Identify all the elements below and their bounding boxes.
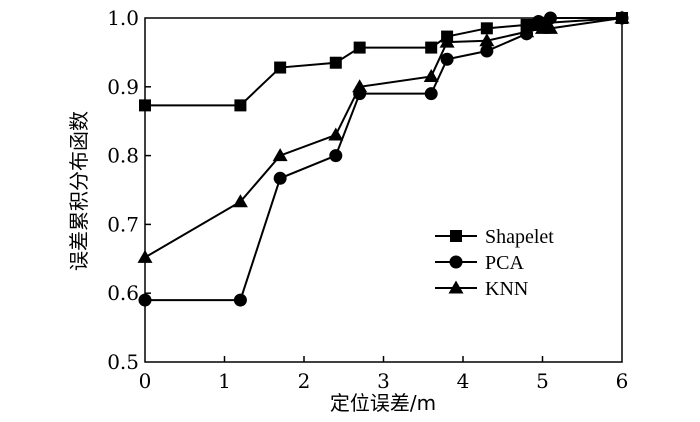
data-point-knn xyxy=(232,194,248,208)
series-line-pca xyxy=(145,17,622,302)
y-tick-label: 0.9 xyxy=(107,75,139,99)
legend-marker-knn xyxy=(448,280,464,294)
data-point-pca xyxy=(233,293,247,307)
plot-frame xyxy=(144,17,623,363)
legend: Shapelet PCA KNN xyxy=(435,226,554,300)
data-point-pca xyxy=(543,11,557,25)
data-point-pca xyxy=(480,44,494,58)
data-point-shapelet xyxy=(274,61,287,74)
data-point-pca xyxy=(329,149,343,163)
data-point-shapelet xyxy=(353,41,366,54)
data-point-pca xyxy=(273,171,287,185)
y-tick-label: 0.8 xyxy=(107,144,139,168)
series-pca xyxy=(138,11,629,307)
x-tick-label: 1 xyxy=(218,369,231,393)
x-tick-label: 2 xyxy=(298,369,311,393)
data-point-shapelet xyxy=(329,56,342,69)
legend-marker-pca xyxy=(449,255,463,269)
series-layer xyxy=(137,10,630,307)
legend-label-shapelet: Shapelet xyxy=(485,226,554,248)
legend-label-knn: KNN xyxy=(485,278,528,300)
data-point-pca xyxy=(424,87,438,101)
data-point-shapelet xyxy=(425,41,438,54)
data-point-pca xyxy=(440,52,454,66)
y-tick-label: 0.6 xyxy=(107,281,139,305)
x-axis-label: 定位误差/m xyxy=(330,391,436,415)
data-point-shapelet xyxy=(139,99,151,112)
data-point-knn xyxy=(423,68,439,82)
x-tick-label: 5 xyxy=(536,369,549,393)
series-knn xyxy=(137,10,630,263)
data-point-knn xyxy=(439,34,455,48)
data-point-knn xyxy=(614,10,630,24)
x-tick-label: 6 xyxy=(616,369,629,393)
data-point-shapelet xyxy=(234,99,247,112)
y-axis-label: 误差累积分布函数 xyxy=(67,111,91,271)
data-point-knn xyxy=(479,33,495,47)
legend-marker-shapelet xyxy=(450,230,462,242)
x-tick-label: 4 xyxy=(457,369,470,393)
y-tick-label: 0.7 xyxy=(107,212,139,236)
data-point-knn xyxy=(542,20,558,34)
axes: 0 1 2 3 4 5 6 0.5 0.6 0.7 0.8 0.9 1.0 xyxy=(107,6,628,393)
data-point-shapelet xyxy=(480,22,493,35)
data-point-knn xyxy=(328,127,344,141)
x-tick-label: 3 xyxy=(377,369,390,393)
data-point-knn xyxy=(352,79,368,93)
legend-label-pca: PCA xyxy=(485,252,524,274)
data-point-knn xyxy=(519,24,535,38)
series-line-knn xyxy=(144,17,623,259)
x-tick-label: 0 xyxy=(139,369,152,393)
y-tick-label: 1.0 xyxy=(107,6,139,30)
data-point-knn xyxy=(137,249,153,263)
data-point-pca xyxy=(138,293,152,307)
data-point-knn xyxy=(272,148,288,162)
y-tick-label: 0.5 xyxy=(107,350,139,374)
